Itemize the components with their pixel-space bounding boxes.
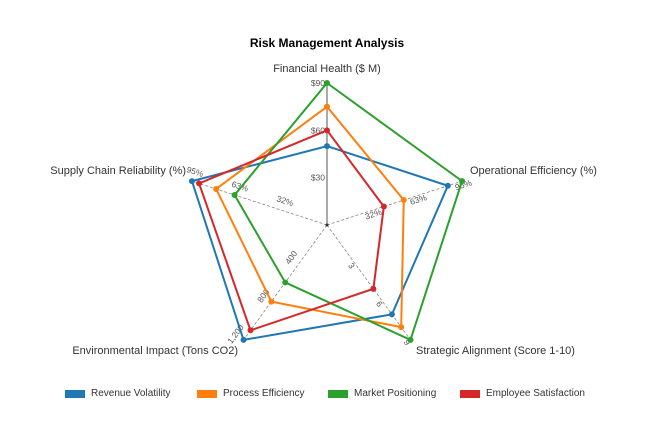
tick-label: $90: [311, 78, 325, 88]
series-polygon-market-positioning: [233, 81, 464, 342]
series-polygon-revenue-volatility: [190, 145, 450, 342]
data-point[interactable]: [380, 203, 387, 210]
legend-label: Revenue Volatility: [91, 388, 171, 399]
legend-swatch: [460, 389, 480, 398]
data-point[interactable]: [268, 298, 275, 305]
data-point[interactable]: [213, 185, 220, 192]
axis-label: Supply Chain Reliability (%): [50, 165, 186, 177]
chart-title: Risk Management Analysis: [250, 36, 405, 50]
data-point[interactable]: [324, 143, 330, 150]
legend-swatch: [65, 389, 85, 398]
data-point[interactable]: [188, 178, 195, 185]
data-point[interactable]: [388, 311, 395, 318]
tick-label: 95%: [185, 164, 205, 179]
tick-label: 63%: [409, 192, 429, 207]
legend-item[interactable]: Revenue Volatility: [65, 388, 171, 399]
axis-label: Strategic Alignment (Score 1-10): [416, 345, 575, 357]
tick-label: $30: [311, 173, 325, 183]
data-point[interactable]: [444, 182, 451, 189]
legend-swatch: [197, 389, 217, 398]
tick-label: 32%: [364, 207, 384, 222]
legend-label: Employee Satisfaction: [486, 388, 585, 399]
data-point[interactable]: [282, 279, 289, 286]
axis-line: [326, 180, 463, 226]
axis-label: Financial Health ($ M): [273, 63, 381, 75]
tick-label: 6: [374, 299, 385, 309]
data-point[interactable]: [231, 191, 238, 198]
axis-line: [191, 180, 328, 226]
tick-label: $60: [311, 125, 325, 135]
axis-label: Operational Efficiency (%): [470, 165, 597, 177]
data-point[interactable]: [407, 336, 414, 343]
tick-label: 32%: [275, 193, 295, 208]
series-polygon-process-efficiency: [214, 105, 405, 329]
data-point[interactable]: [400, 197, 407, 204]
data-point[interactable]: [324, 127, 330, 134]
axis-line: [326, 224, 411, 341]
legend-item[interactable]: Employee Satisfaction: [460, 388, 585, 399]
data-point[interactable]: [370, 285, 377, 292]
legend-item[interactable]: Process Efficiency: [197, 388, 305, 399]
axis-label: Environmental Impact (Tons CO2): [72, 345, 238, 357]
data-point[interactable]: [247, 327, 254, 334]
data-point[interactable]: [324, 80, 330, 86]
legend-label: Market Positioning: [354, 388, 437, 399]
tick-label: 3: [346, 261, 357, 271]
center-point: [325, 223, 329, 227]
data-point[interactable]: [398, 324, 405, 331]
data-point[interactable]: [240, 336, 247, 343]
legend-label: Process Efficiency: [223, 388, 305, 399]
tick-label: 400: [283, 249, 300, 267]
tick-label: 9: [402, 337, 413, 347]
data-point[interactable]: [324, 103, 330, 110]
legend-swatch: [328, 389, 348, 398]
legend: Revenue Volatility Process Efficiency Mark…: [0, 388, 650, 404]
data-point[interactable]: [196, 180, 203, 187]
series-polygon-employee-satisfaction: [197, 129, 385, 332]
data-point[interactable]: [459, 178, 466, 185]
legend-item[interactable]: Market Positioning: [328, 388, 436, 399]
